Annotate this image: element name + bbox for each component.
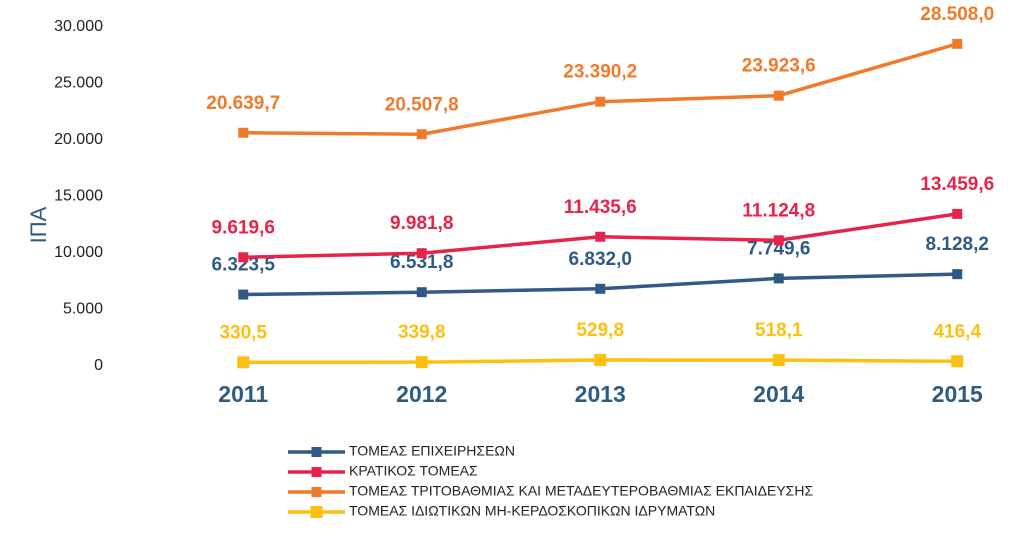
data-label: 13.459,6 bbox=[920, 174, 994, 195]
x-tick-label: 2011 bbox=[218, 381, 268, 407]
legend-marker bbox=[310, 506, 323, 518]
legend-marker bbox=[311, 467, 322, 477]
marker bbox=[952, 269, 963, 280]
y-tick-label: 25.000 bbox=[54, 75, 103, 92]
y-tick-label: 15.000 bbox=[54, 188, 103, 205]
marker bbox=[595, 96, 606, 107]
series-line bbox=[243, 42, 958, 137]
x-tick-label: 2013 bbox=[575, 381, 626, 407]
legend-label: ΤΟΜΕΑΣ ΕΠΙΧΕΙΡΗΣΕΩΝ bbox=[349, 443, 515, 459]
data-label: 20.639,7 bbox=[206, 93, 280, 114]
marker bbox=[595, 283, 606, 294]
marker bbox=[952, 38, 963, 49]
marker bbox=[416, 129, 427, 140]
y-tick-label: 5.000 bbox=[63, 301, 103, 318]
marker bbox=[237, 356, 250, 369]
marker bbox=[415, 356, 428, 369]
data-label: 518,1 bbox=[755, 320, 803, 341]
data-label: 23.390,2 bbox=[563, 62, 637, 83]
legend-label: ΚΡΑΤΙΚΟΣ ΤΟΜΕΑΣ bbox=[349, 463, 478, 479]
data-label: 11.124,8 bbox=[742, 200, 815, 221]
legend-label: ΤΟΜΕΑΣ ΙΔΙΩΤΙΚΩΝ ΜΗ-ΚΕΡΔΟΣΚΟΠΙΚΩΝ ΙΔΡΥΜΑ… bbox=[349, 503, 715, 519]
y-tick-label: 10.000 bbox=[54, 244, 103, 261]
marker bbox=[594, 354, 607, 367]
x-tick-label: 2012 bbox=[396, 381, 447, 407]
y-axis-label: ΙΠΑ bbox=[26, 206, 51, 243]
legend-label: ΤΟΜΕΑΣ ΤΡΙΤΟΒΑΘΜΙΑΣ ΚΑΙ ΜΕΤΑΔΕΥΤΕΡΟΒΑΘΜΙ… bbox=[349, 483, 813, 499]
y-tick-label: 0 bbox=[94, 357, 103, 374]
data-label: 9.981,8 bbox=[390, 213, 453, 234]
data-label: 8.128,2 bbox=[926, 234, 989, 255]
data-label: 6.531,8 bbox=[390, 252, 453, 273]
data-label: 330,5 bbox=[219, 322, 267, 343]
data-label: 339,8 bbox=[398, 322, 446, 343]
x-tick-label: 2014 bbox=[753, 381, 804, 407]
data-label: 529,8 bbox=[576, 320, 624, 341]
data-label: 416,4 bbox=[933, 321, 981, 342]
marker bbox=[238, 289, 249, 300]
marker bbox=[238, 252, 249, 263]
marker bbox=[416, 287, 427, 298]
data-label: 20.507,8 bbox=[385, 94, 459, 115]
legend-marker bbox=[311, 447, 322, 457]
x-tick-label: 2015 bbox=[932, 381, 983, 407]
data-label: 6.323,5 bbox=[212, 255, 276, 276]
data-label: 28.508,0 bbox=[920, 4, 994, 25]
data-label: 9.619,6 bbox=[212, 217, 275, 238]
marker bbox=[952, 208, 963, 219]
data-label: 6.832,0 bbox=[569, 249, 632, 270]
marker bbox=[773, 235, 784, 246]
y-tick-label: 30.000 bbox=[54, 18, 103, 35]
marker bbox=[772, 354, 785, 367]
data-label: 23.923,6 bbox=[742, 56, 816, 77]
marker bbox=[773, 90, 784, 101]
marker bbox=[595, 231, 606, 242]
data-label: 11.435,6 bbox=[564, 197, 637, 218]
data-label: 7.749,6 bbox=[747, 238, 810, 259]
marker bbox=[416, 248, 427, 259]
legend-marker bbox=[311, 487, 322, 497]
marker bbox=[951, 355, 964, 368]
y-tick-label: 20.000 bbox=[54, 131, 103, 148]
marker bbox=[238, 127, 249, 138]
marker bbox=[773, 273, 784, 284]
